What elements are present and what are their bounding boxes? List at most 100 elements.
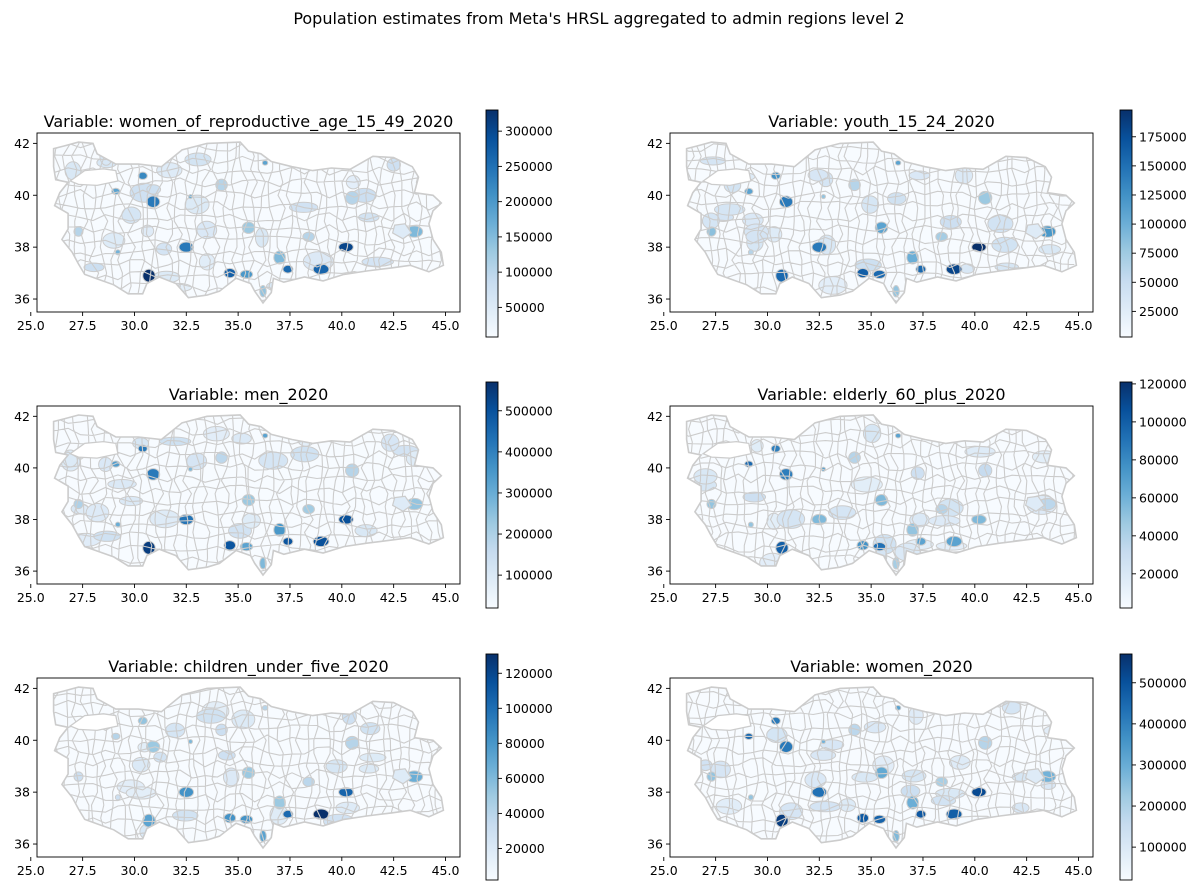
region-shape bbox=[61, 818, 94, 839]
y-tick-label: 40 bbox=[14, 733, 30, 748]
y-tick-label: 38 bbox=[14, 512, 30, 527]
region-shape bbox=[419, 696, 441, 709]
y-tick-label: 40 bbox=[647, 733, 663, 748]
colorbar-tick-label: 20000 bbox=[1139, 566, 1179, 581]
region-shape bbox=[254, 227, 269, 248]
x-tick-label: 40.0 bbox=[961, 318, 989, 333]
y-tick-label: 40 bbox=[14, 188, 30, 203]
x-tick-label: 40.0 bbox=[328, 590, 356, 605]
panel-title: Variable: youth_15_24_2020 bbox=[768, 112, 995, 132]
region-shape bbox=[73, 771, 84, 782]
x-tick-label: 37.5 bbox=[909, 590, 937, 605]
map-panel: Variable: children_under_five_2020 25.0 27… bbox=[14, 653, 553, 881]
colorbar-tick-label: 300000 bbox=[505, 124, 553, 139]
region-shape bbox=[894, 159, 902, 166]
x-tick-label: 25.0 bbox=[17, 590, 45, 605]
region-shape bbox=[850, 476, 883, 493]
colorbar-tick-label: 75000 bbox=[1139, 246, 1179, 261]
colorbar-tick-label: 80000 bbox=[1139, 452, 1179, 467]
x-tick-label: 25.0 bbox=[650, 590, 678, 605]
x-tick-label: 32.5 bbox=[805, 863, 833, 878]
sea-of-marmara-shape bbox=[701, 168, 752, 187]
region-shape bbox=[945, 535, 963, 548]
colorbar-tick-label: 50000 bbox=[505, 300, 545, 315]
sea-of-marmara-shape bbox=[701, 440, 752, 459]
sea-of-marmara-shape bbox=[68, 440, 119, 459]
region-shape bbox=[345, 463, 360, 478]
sea-of-marmara-shape bbox=[68, 168, 119, 187]
y-tick-label: 40 bbox=[647, 188, 663, 203]
x-tick-label: 42.5 bbox=[380, 863, 408, 878]
region-shape bbox=[747, 249, 754, 256]
sea-of-marmara-shape bbox=[68, 713, 119, 732]
x-tick-label: 27.5 bbox=[69, 318, 97, 333]
x-tick-label: 32.5 bbox=[805, 590, 833, 605]
x-tick-label: 25.0 bbox=[17, 318, 45, 333]
panel-title: Variable: children_under_five_2020 bbox=[108, 657, 388, 677]
colorbar-tick-label: 120000 bbox=[1139, 376, 1187, 391]
region-shape bbox=[325, 759, 348, 774]
colorbar-tick-label: 100000 bbox=[1139, 414, 1187, 429]
y-tick-label: 38 bbox=[14, 785, 30, 800]
country-outline bbox=[52, 141, 445, 305]
region-shape bbox=[915, 809, 927, 819]
x-tick-label: 42.5 bbox=[380, 318, 408, 333]
x-tick-label: 45.0 bbox=[1065, 590, 1093, 605]
lake-van-shape bbox=[391, 768, 413, 785]
region-shape bbox=[910, 466, 925, 481]
region-shape bbox=[261, 159, 269, 166]
x-tick-label: 27.5 bbox=[702, 863, 730, 878]
colorbar-tick-label: 150000 bbox=[505, 229, 553, 244]
x-tick-label: 42.5 bbox=[1013, 590, 1041, 605]
x-tick-label: 30.0 bbox=[121, 590, 149, 605]
colorbar-tick-label: 200000 bbox=[505, 194, 553, 209]
colorbar bbox=[485, 653, 499, 881]
y-tick-label: 36 bbox=[647, 292, 663, 307]
lake-van-shape bbox=[391, 223, 413, 240]
y-tick-label: 40 bbox=[647, 460, 663, 475]
x-tick-label: 30.0 bbox=[754, 863, 782, 878]
colorbar-tick-label: 120000 bbox=[505, 666, 553, 681]
region-shape bbox=[747, 521, 754, 528]
colorbar-tick-label: 60000 bbox=[1139, 490, 1179, 505]
colorbar-tick-label: 250000 bbox=[505, 159, 553, 174]
x-tick-label: 37.5 bbox=[276, 590, 304, 605]
colorbar bbox=[1119, 109, 1133, 338]
region-shape bbox=[742, 491, 767, 503]
y-tick-label: 36 bbox=[14, 837, 30, 852]
x-tick-label: 42.5 bbox=[1013, 863, 1041, 878]
colorbar bbox=[485, 109, 499, 338]
region-shape bbox=[704, 827, 730, 845]
map-panel: Variable: elderly_60_plus_2020 25.0 27.5 30… bbox=[647, 376, 1187, 609]
region-shape bbox=[198, 253, 216, 271]
region-shape bbox=[137, 171, 148, 180]
axes-frame bbox=[669, 677, 1094, 858]
x-tick-label: 27.5 bbox=[69, 863, 97, 878]
region-shape bbox=[978, 735, 993, 750]
region-shape bbox=[273, 795, 286, 810]
region-shape bbox=[894, 432, 902, 439]
lake-van-shape bbox=[391, 495, 413, 513]
panel-title: Variable: elderly_60_plus_2020 bbox=[757, 385, 1005, 405]
region-shape bbox=[856, 812, 870, 824]
lake-van-shape bbox=[1024, 768, 1046, 785]
region-shape bbox=[717, 550, 734, 566]
x-tick-label: 45.0 bbox=[432, 318, 460, 333]
axes-frame bbox=[36, 405, 461, 585]
y-tick-label: 42 bbox=[647, 409, 663, 424]
x-tick-label: 35.0 bbox=[224, 590, 252, 605]
axes-frame bbox=[36, 132, 461, 313]
region-shape bbox=[910, 552, 937, 572]
x-tick-label: 32.5 bbox=[172, 863, 200, 878]
region-shape bbox=[874, 766, 889, 779]
colorbar-tick-label: 300000 bbox=[505, 485, 553, 500]
figure-title: Population estimates from Meta's HRSL ag… bbox=[293, 9, 904, 28]
y-tick-label: 38 bbox=[647, 785, 663, 800]
y-tick-label: 40 bbox=[14, 460, 30, 475]
region-shape bbox=[350, 554, 378, 569]
colorbar-tick-label: 500000 bbox=[505, 403, 553, 418]
y-tick-label: 38 bbox=[647, 512, 663, 527]
x-tick-label: 35.0 bbox=[857, 590, 885, 605]
panel-title: Variable: men_2020 bbox=[169, 385, 329, 405]
x-tick-label: 37.5 bbox=[276, 863, 304, 878]
